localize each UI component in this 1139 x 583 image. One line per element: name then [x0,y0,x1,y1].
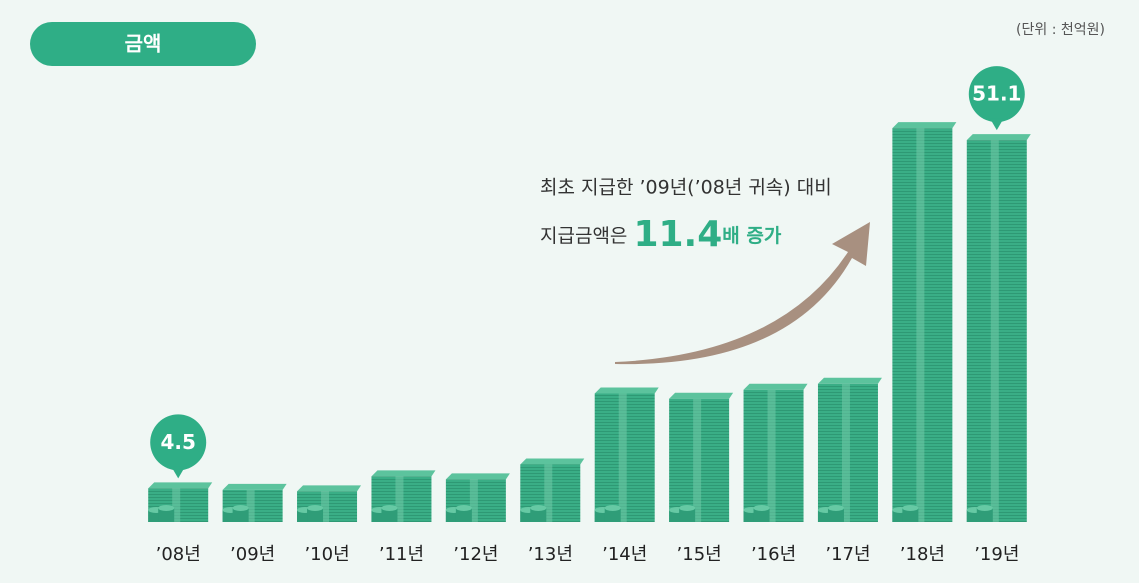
bar-top [148,482,213,489]
annotation-highlight: 11.4 [633,214,722,255]
bar-band [172,488,181,522]
coin [455,508,472,522]
coin-top [381,505,398,511]
badge [30,22,256,66]
coin-top [902,505,919,511]
coin [530,508,547,522]
bar-top [297,485,362,492]
x-tick-label: ’18년 [900,544,945,565]
coin-top [827,505,844,511]
bar-top [743,383,808,390]
coin-top [307,505,324,511]
annotation-suffix: 배 증가 [722,225,782,247]
bar-band [544,464,553,522]
unit-note: (단위 : 천억원) [1016,22,1105,38]
value-label: 4.5 [160,430,195,454]
x-tick-label: ’13년 [528,544,573,565]
bar-band [469,479,478,522]
coin [381,508,398,522]
x-tick-label: ’09년 [230,544,275,565]
bar-top [520,458,585,465]
x-tick-label: ’15년 [677,544,722,565]
coin [604,508,621,522]
bar-band [246,489,255,522]
badge-text: 금액 [125,32,162,56]
bar-band [916,128,925,523]
coin [902,508,919,522]
value-label: 51.1 [972,82,1021,106]
value-bubble [150,414,207,471]
coin-top [455,505,472,511]
x-tick-label: ’10년 [304,544,349,565]
annotation-prefix: 지급금액은 [540,225,633,247]
bar-top [892,122,957,129]
bar-top [817,377,882,384]
bar-band [841,383,850,522]
bar-band [395,476,404,522]
x-tick-label: ’17년 [825,544,870,565]
coin [827,508,844,522]
bar-band [990,140,999,523]
bar-top [445,473,510,480]
coin-top [232,505,249,511]
value-bubble-tip [171,466,186,479]
annotation-line2: 지급금액은 11.4배 증가 [540,214,782,255]
coin [307,508,324,522]
bar-top [669,392,734,399]
bar-band [618,393,627,522]
coin [976,508,993,522]
growth-arrow [615,222,870,365]
coin-top [679,505,696,511]
bar-top [371,470,436,477]
coin-top [753,505,770,511]
bar-top [594,387,659,394]
coin [158,508,175,522]
x-tick-label: ’08년 [156,544,201,565]
x-tick-label: ’11년 [379,544,424,565]
bar-top [222,483,287,490]
bar-band [321,491,330,522]
bar-top [966,134,1031,141]
coin [753,508,770,522]
coin [679,508,696,522]
value-bubble [968,66,1025,123]
value-bubble-tip [989,118,1004,131]
coin [232,508,249,522]
coin-top [158,505,175,511]
coin-top [530,505,547,511]
coin-top [604,505,621,511]
x-tick-label: ’19년 [974,544,1019,565]
x-tick-label: ’14년 [602,544,647,565]
bar-band [767,389,776,522]
x-tick-label: ’16년 [751,544,796,565]
bar-band [693,398,702,522]
annotation-line1: 최초 지급한 ’09년(’08년 귀속) 대비 [540,177,832,199]
coin-top [976,505,993,511]
x-tick-label: ’12년 [453,544,498,565]
